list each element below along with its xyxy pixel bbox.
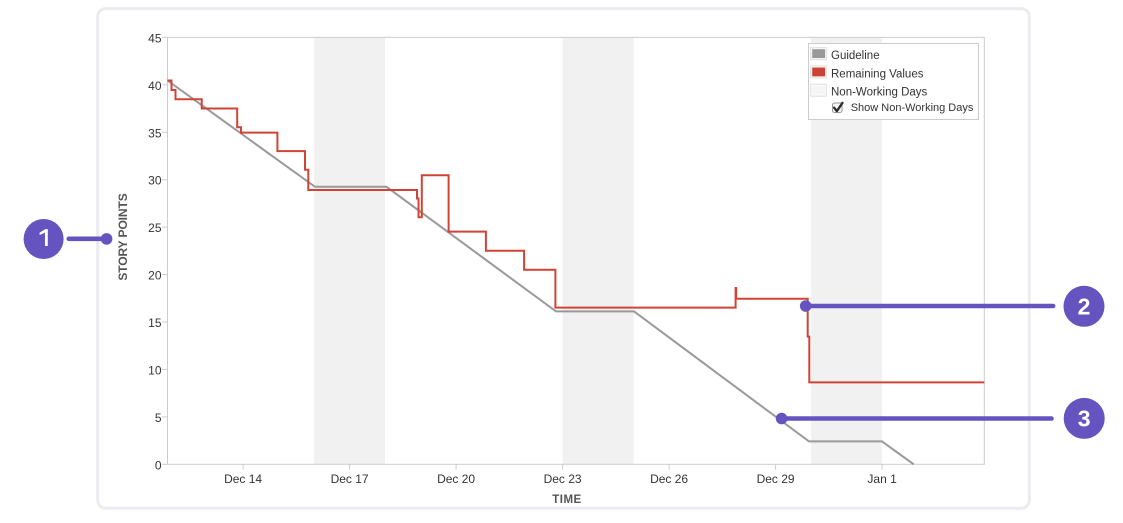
svg-text:STORY POINTS: STORY POINTS bbox=[116, 193, 130, 280]
svg-text:15: 15 bbox=[148, 316, 162, 330]
svg-text:Dec 20: Dec 20 bbox=[437, 472, 475, 486]
svg-text:Remaining Values: Remaining Values bbox=[831, 68, 924, 80]
svg-text:Dec 17: Dec 17 bbox=[331, 472, 369, 486]
svg-text:Dec 14: Dec 14 bbox=[224, 472, 262, 486]
svg-text:2: 2 bbox=[1078, 294, 1091, 320]
svg-text:Show Non-Working Days: Show Non-Working Days bbox=[851, 102, 974, 114]
svg-text:3: 3 bbox=[1078, 406, 1091, 432]
svg-text:0: 0 bbox=[155, 458, 162, 472]
svg-text:Dec 26: Dec 26 bbox=[650, 472, 688, 486]
svg-text:25: 25 bbox=[148, 221, 162, 235]
svg-text:10: 10 bbox=[148, 363, 162, 377]
svg-text:TIME: TIME bbox=[552, 494, 581, 506]
svg-text:5: 5 bbox=[155, 411, 162, 425]
svg-text:20: 20 bbox=[148, 269, 162, 283]
svg-text:30: 30 bbox=[148, 174, 162, 188]
svg-text:Jan 1: Jan 1 bbox=[867, 472, 897, 486]
svg-text:Guideline: Guideline bbox=[831, 50, 880, 62]
svg-text:40: 40 bbox=[148, 79, 162, 93]
svg-text:Non-Working Days: Non-Working Days bbox=[831, 87, 928, 99]
svg-text:45: 45 bbox=[148, 31, 162, 45]
svg-text:Dec 29: Dec 29 bbox=[757, 472, 795, 486]
svg-text:35: 35 bbox=[148, 126, 162, 140]
svg-text:Dec 23: Dec 23 bbox=[544, 472, 582, 486]
